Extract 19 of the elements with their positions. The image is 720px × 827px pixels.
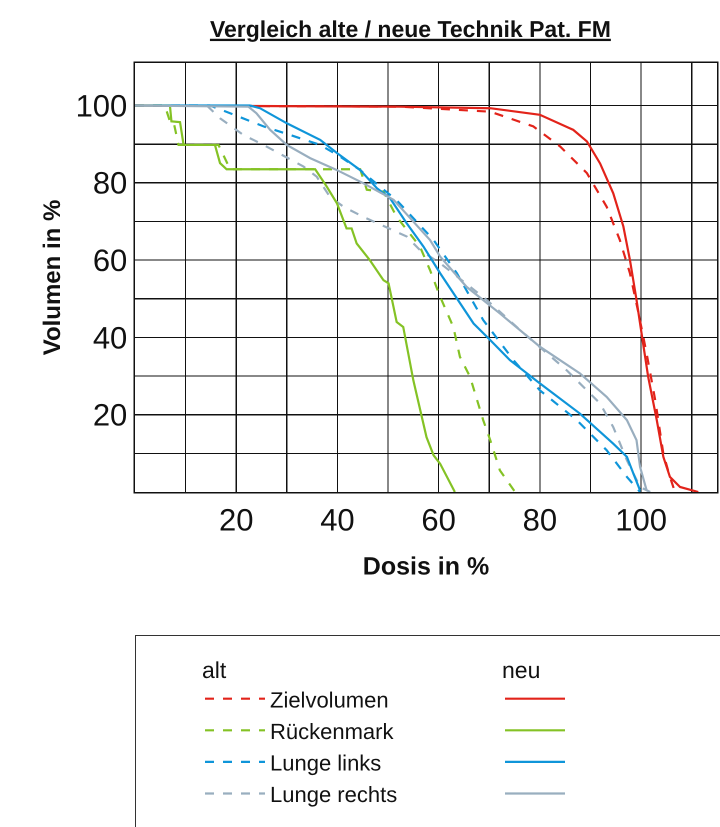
y-tick-label: 100 <box>76 88 128 124</box>
y-tick-label: 40 <box>92 320 128 356</box>
y-tick-label: 60 <box>92 242 128 278</box>
legend-label: Zielvolumen <box>270 687 389 712</box>
legend-label: Lunge rechts <box>270 782 398 808</box>
legend-label: Lunge links <box>270 750 382 776</box>
x-tick-label: 80 <box>522 502 558 538</box>
y-tick-label: 80 <box>92 166 128 201</box>
x-tick-label: 100 <box>615 502 667 538</box>
x-tick-label: 40 <box>320 502 355 538</box>
text: neu <box>502 656 540 683</box>
x-axis-title: Dosis in % <box>362 552 490 580</box>
text: alt <box>202 656 227 683</box>
y-tick-label: 20 <box>92 398 128 433</box>
y-axis-title: Volumen in % <box>38 200 66 356</box>
legend-label: Rückenmark <box>270 718 394 744</box>
chart-title: Vergleich alte / neue Technik Pat. FM <box>210 16 611 42</box>
x-tick-label: 60 <box>421 502 456 538</box>
x-tick-label: 20 <box>218 502 254 538</box>
